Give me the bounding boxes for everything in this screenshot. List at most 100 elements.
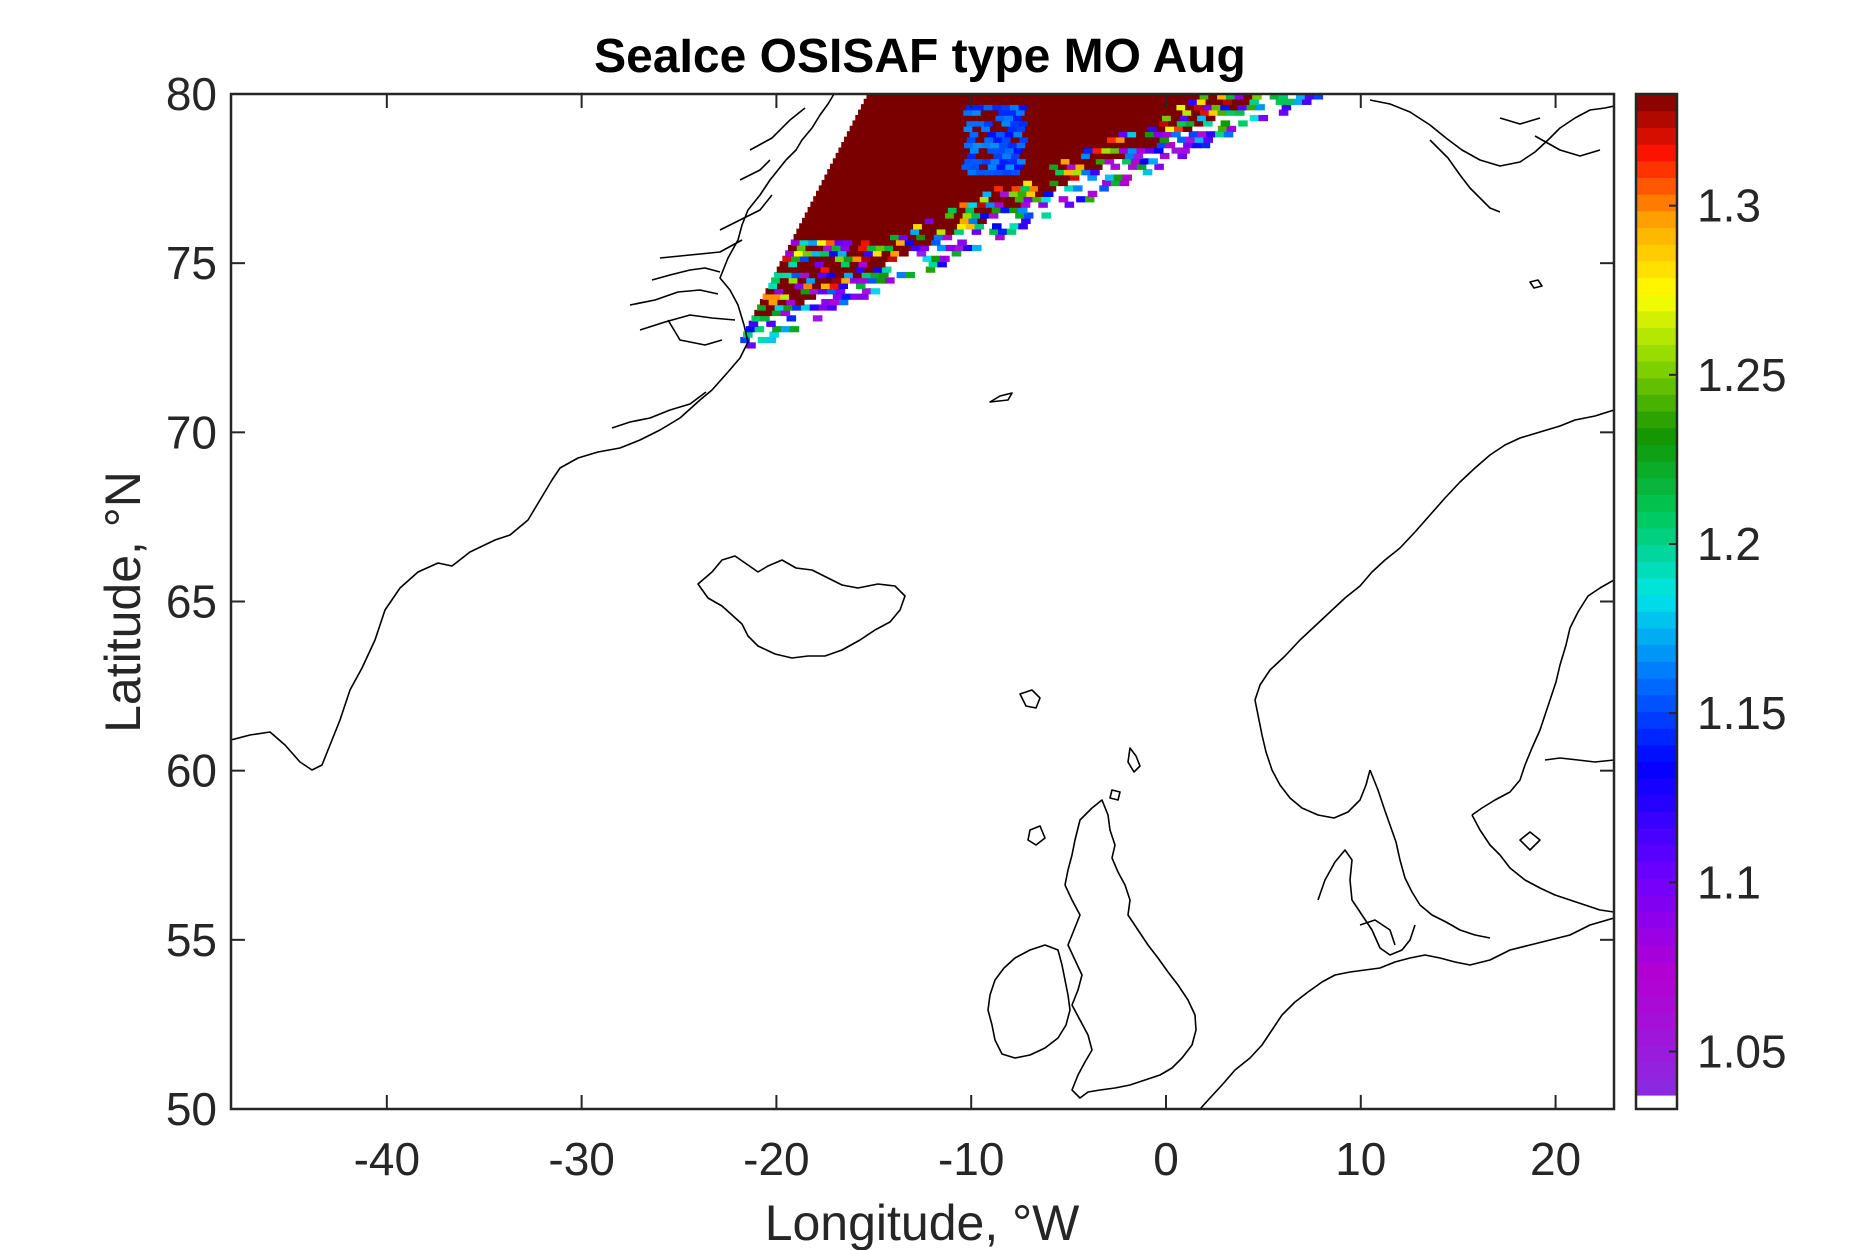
ice-cell	[1220, 120, 1231, 127]
ice-cell	[1128, 163, 1138, 170]
ice-cell	[913, 120, 924, 127]
ice-cell	[776, 266, 787, 273]
ice-cell	[910, 244, 921, 252]
ice-cell	[920, 174, 931, 181]
ice-cell	[866, 212, 876, 219]
ice-cell	[1001, 104, 1011, 111]
colorbar-swatch	[1636, 160, 1677, 179]
ice-cell	[896, 120, 906, 127]
ice-cell	[1138, 94, 1148, 100]
ice-cell	[835, 152, 846, 160]
ice-cell	[1064, 201, 1075, 208]
ice-cell	[997, 196, 1007, 203]
ice-cell	[1005, 163, 1015, 170]
colorbar-swatch-low	[1636, 1095, 1677, 1109]
ice-cell	[774, 288, 784, 295]
ice-cell	[909, 179, 919, 187]
ice-cell	[846, 234, 856, 241]
ice-cell	[1029, 185, 1039, 192]
ice-cell	[845, 217, 856, 225]
ice-cell	[893, 125, 904, 133]
colorbar-tick-label: 1.3	[1697, 180, 1761, 232]
ice-cell	[837, 217, 847, 225]
ice-cell	[914, 152, 925, 160]
ice-cell	[1196, 98, 1207, 105]
ice-cell	[1142, 169, 1153, 176]
ice-cell	[880, 201, 891, 208]
ice-cell	[857, 196, 867, 203]
ice-cell	[848, 228, 859, 235]
ice-cell	[1051, 125, 1061, 133]
ice-cell	[858, 109, 868, 116]
ice-cell	[805, 228, 815, 235]
ice-cell	[922, 136, 933, 143]
ice-cell	[954, 109, 965, 116]
ice-cell	[938, 158, 948, 165]
ice-cell	[965, 190, 975, 197]
ice-cell	[914, 169, 925, 176]
ice-cell	[875, 109, 886, 116]
ice-cell	[971, 212, 981, 219]
ice-cell	[822, 228, 833, 235]
colorbar-swatch	[1636, 110, 1677, 128]
ice-cell	[935, 163, 945, 170]
ice-cell	[895, 104, 906, 111]
ice-cell	[1129, 94, 1140, 100]
ice-cell	[1191, 109, 1201, 116]
ice-cell	[1037, 152, 1047, 160]
ice-cell	[963, 125, 974, 133]
ice-cell	[1010, 120, 1020, 127]
ice-cell	[947, 174, 957, 181]
ice-cell	[804, 212, 815, 219]
ice-cell	[898, 201, 908, 208]
colorbar-tick-label: 1.2	[1697, 518, 1761, 570]
ice-cell	[1126, 114, 1137, 122]
ice-cell	[805, 261, 816, 268]
ice-cell	[1278, 109, 1289, 116]
colorbar-swatch	[1636, 427, 1677, 445]
ice-cell	[1045, 120, 1055, 127]
ice-cell	[1103, 125, 1114, 133]
ice-cell	[834, 223, 844, 230]
ice-cell	[1208, 109, 1219, 116]
ice-cell	[786, 315, 797, 322]
ice-cell	[861, 120, 871, 127]
ice-cell	[1048, 131, 1059, 138]
ice-cell	[1040, 147, 1050, 154]
ice-cell	[850, 158, 860, 165]
ice-cell	[1173, 94, 1183, 100]
ice-cell	[808, 271, 819, 279]
ice-cell	[935, 196, 946, 203]
ice-cell	[1023, 179, 1033, 187]
ice-cell	[977, 98, 988, 105]
ice-cell	[903, 174, 913, 181]
ice-cell	[1060, 158, 1071, 165]
ice-cell	[808, 255, 819, 262]
ice-cell	[1223, 98, 1233, 105]
ice-cell	[948, 104, 959, 111]
ice-cell	[826, 271, 837, 279]
ice-cell	[989, 94, 999, 100]
ice-cell	[829, 266, 839, 273]
ice-cell	[811, 266, 822, 273]
ice-cell	[936, 244, 947, 252]
ice-cell	[906, 185, 917, 192]
ice-cell	[984, 152, 995, 160]
ice-cell	[852, 239, 862, 246]
ice-cell	[828, 250, 839, 257]
ice-cell	[1063, 136, 1073, 143]
ice-cell	[1155, 94, 1166, 100]
ice-cell	[1062, 104, 1073, 111]
ice-cell	[1038, 98, 1049, 105]
ice-cell	[1156, 142, 1167, 149]
ice-cell	[945, 109, 956, 116]
ice-cell	[817, 239, 827, 246]
ice-cell	[1295, 94, 1306, 100]
ice-cell	[1050, 109, 1061, 116]
ice-cell	[1183, 142, 1193, 149]
ice-cell	[907, 114, 918, 122]
ice-cell	[793, 250, 804, 257]
ice-cell	[1223, 131, 1234, 138]
ice-cell	[838, 282, 848, 290]
ice-cell	[1109, 98, 1119, 105]
